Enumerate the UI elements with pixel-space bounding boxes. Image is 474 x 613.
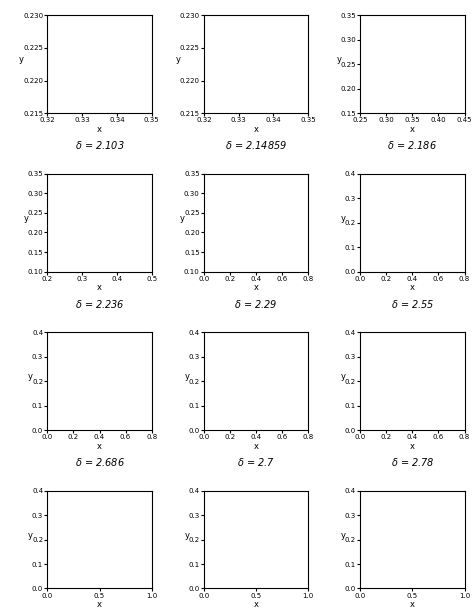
Y-axis label: y: y	[24, 214, 28, 223]
X-axis label: x: x	[97, 124, 102, 134]
X-axis label: x: x	[97, 600, 102, 609]
Y-axis label: y: y	[176, 55, 181, 64]
X-axis label: x: x	[254, 283, 258, 292]
X-axis label: x: x	[410, 283, 415, 292]
Y-axis label: y: y	[341, 372, 346, 381]
X-axis label: x: x	[254, 600, 258, 609]
Title: $\delta$ = 2.686: $\delta$ = 2.686	[74, 456, 125, 468]
Y-axis label: y: y	[337, 55, 341, 64]
Title: $\delta$ = 2.236: $\delta$ = 2.236	[75, 298, 124, 310]
Y-axis label: y: y	[19, 55, 24, 64]
Title: $\delta$ = 2.103: $\delta$ = 2.103	[75, 140, 124, 151]
Title: $\delta$ = 2.55: $\delta$ = 2.55	[391, 298, 434, 310]
X-axis label: x: x	[410, 441, 415, 451]
Y-axis label: y: y	[180, 214, 185, 223]
X-axis label: x: x	[254, 124, 258, 134]
Y-axis label: y: y	[184, 372, 190, 381]
X-axis label: x: x	[97, 441, 102, 451]
X-axis label: x: x	[410, 124, 415, 134]
Title: $\delta$ = 2.29: $\delta$ = 2.29	[234, 298, 278, 310]
Y-axis label: y: y	[28, 372, 33, 381]
Title: $\delta$ = 2.186: $\delta$ = 2.186	[387, 140, 438, 151]
Title: $\delta$ = 2.14859: $\delta$ = 2.14859	[225, 140, 287, 151]
X-axis label: x: x	[97, 283, 102, 292]
Title: $\delta$ = 2.7: $\delta$ = 2.7	[237, 456, 275, 468]
Y-axis label: y: y	[184, 531, 190, 539]
Y-axis label: y: y	[28, 531, 33, 539]
X-axis label: x: x	[254, 441, 258, 451]
Y-axis label: y: y	[341, 214, 346, 223]
X-axis label: x: x	[410, 600, 415, 609]
Y-axis label: y: y	[341, 531, 346, 539]
Title: $\delta$ = 2.78: $\delta$ = 2.78	[391, 456, 434, 468]
